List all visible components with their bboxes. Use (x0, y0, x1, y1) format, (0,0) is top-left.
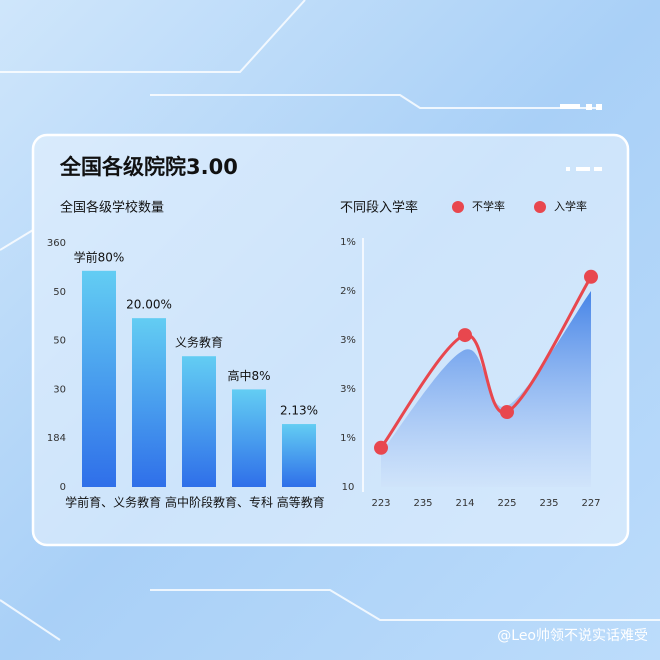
watermark: @Leo帅领不说实话难受 (497, 628, 648, 644)
y-tick-label: 30 (53, 384, 66, 395)
bar-label: 义务教育 (175, 335, 223, 350)
y-tick-label: 3% (340, 335, 356, 346)
chart-subtitle: 全国各级学校数量 (60, 200, 164, 216)
legend-swatch (534, 201, 546, 213)
y-tick-label: 1% (340, 433, 356, 444)
panel-title: 全国各级院院3.00 (59, 155, 238, 179)
bar (182, 356, 216, 487)
legend-swatch (452, 201, 464, 213)
point (584, 269, 598, 284)
bar-label: 20.00% (126, 298, 172, 312)
y-tick-label: 0 (60, 482, 66, 493)
panel-dots (566, 167, 602, 171)
bar (82, 270, 116, 487)
y-tick-label: 50 (53, 287, 66, 298)
bar-label: 高中8% (227, 368, 270, 383)
legend-label: 不学率 (472, 199, 505, 213)
chart-subtitle: 不同段入学率 (340, 200, 418, 216)
bar-label: 学前80% (74, 249, 125, 264)
y-tick-label: 50 (53, 336, 66, 347)
decor-dots (560, 104, 602, 110)
legend-label: 入学率 (554, 199, 587, 213)
y-tick-label: 2% (340, 286, 356, 297)
x-tick-label: 223 (371, 498, 390, 509)
x-tick-label: 235 (413, 498, 432, 509)
y-tick-label: 3% (340, 384, 356, 395)
y-tick-label: 10 (342, 482, 355, 493)
bar-label: 2.13% (280, 404, 318, 418)
point (374, 440, 388, 455)
x-tick-label: 235 (539, 498, 558, 509)
bar (282, 424, 316, 487)
point (458, 328, 472, 343)
x-tick-label: 225 (497, 498, 516, 509)
y-tick-label: 184 (47, 433, 66, 444)
y-tick-label: 1% (340, 237, 356, 248)
x-tick-label: 227 (581, 498, 600, 509)
x-axis-label: 学前育、义务教育 高中阶段教育、专科 高等教育 (65, 495, 325, 510)
decor-lines (0, 0, 660, 640)
area (381, 291, 591, 487)
point (500, 405, 514, 420)
y-tick-label: 360 (47, 238, 66, 249)
plots: 全国各级学校数量 0 184 30 50 50 360 学前80% 20.00% 义务教育高中8%… (47, 199, 601, 510)
x-tick-label: 214 (455, 498, 474, 509)
line (379, 275, 593, 449)
bar (132, 318, 166, 487)
bar (232, 389, 266, 487)
